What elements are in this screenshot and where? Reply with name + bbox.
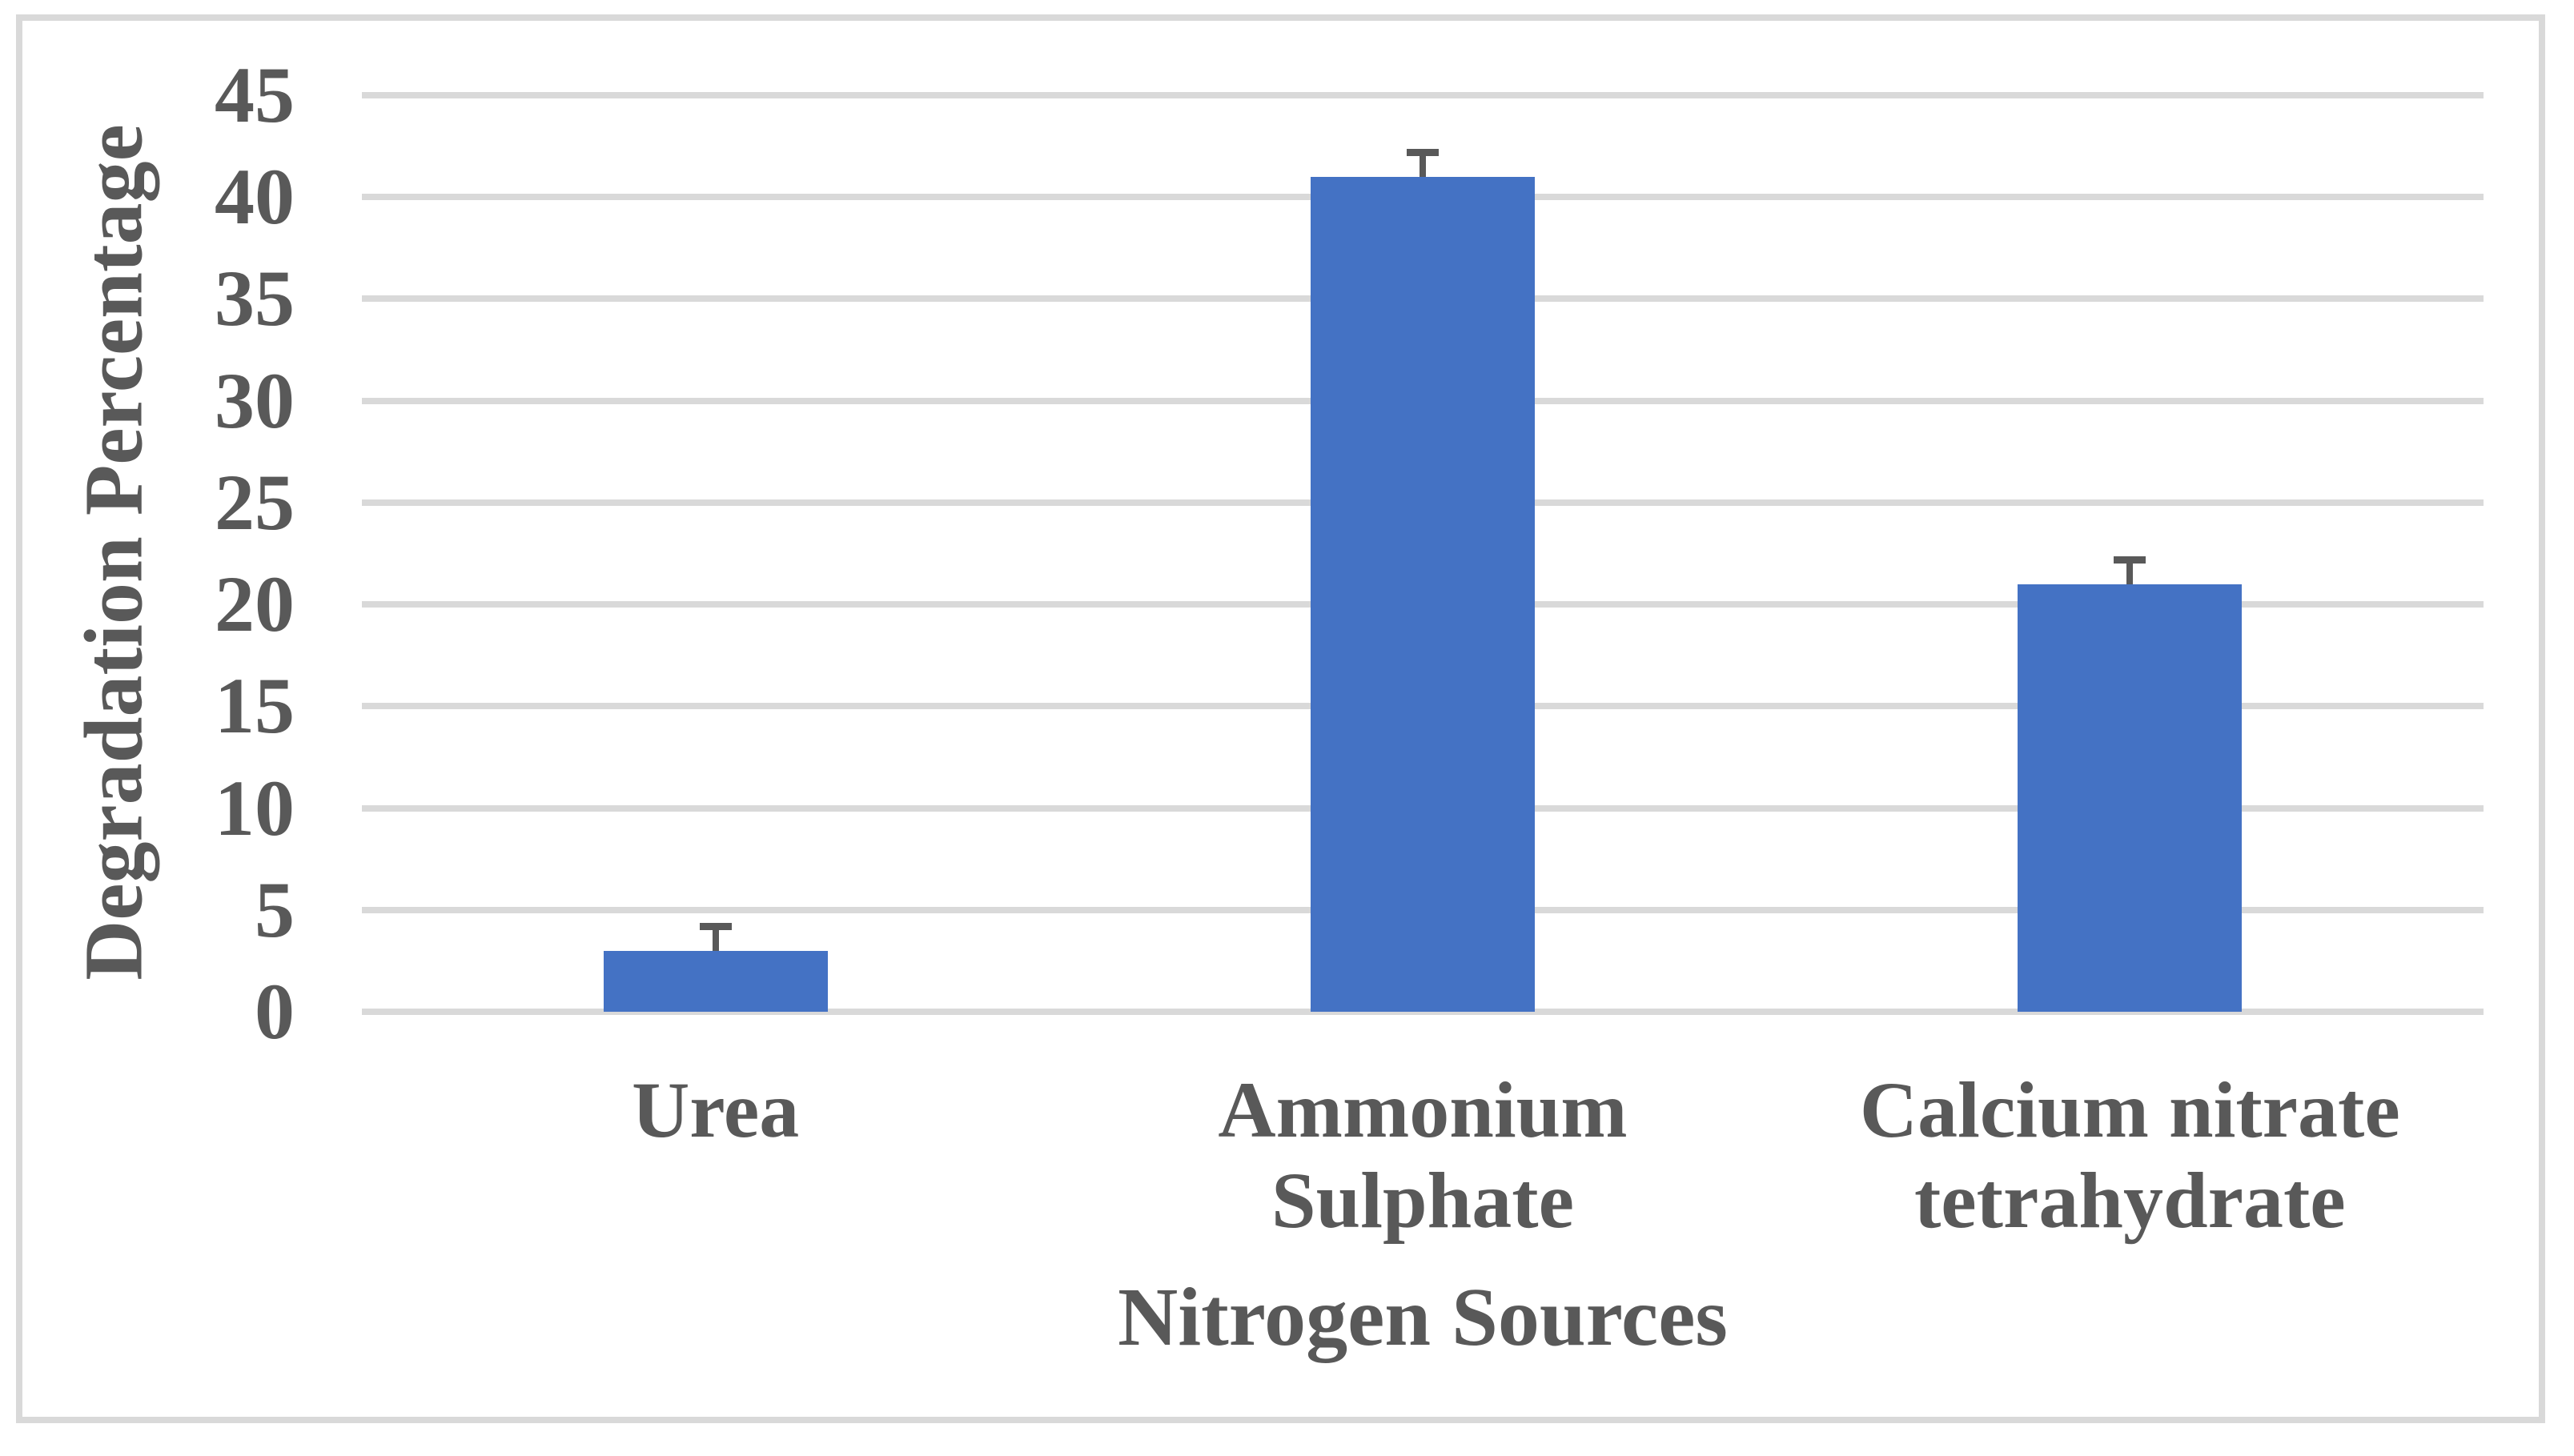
category-label: Calcium nitrate tetrahydrate [1859, 1065, 2400, 1245]
y-tick-label: 40 [215, 152, 295, 242]
y-tick-label: 10 [215, 763, 295, 852]
error-bar-whisker [712, 926, 719, 951]
bar [603, 950, 828, 1012]
x-axis-title: Nitrogen Sources [1118, 1271, 1728, 1363]
y-tick-label: 15 [215, 661, 295, 751]
category-label: Ammonium Sulphate [1218, 1065, 1628, 1245]
error-bar-whisker [2126, 560, 2134, 584]
y-axis-title: Degradation Percentage [67, 124, 160, 981]
gridline [362, 92, 2484, 98]
y-tick-label: 30 [215, 355, 295, 445]
y-tick-label: 20 [215, 560, 295, 649]
y-tick-label: 35 [215, 254, 295, 343]
bar [1311, 176, 1535, 1012]
bar [2018, 584, 2243, 1012]
error-bar-cap [2114, 556, 2146, 564]
category-label: Urea [632, 1065, 800, 1154]
y-tick-label: 5 [255, 864, 295, 954]
error-bar-cap [699, 923, 732, 931]
y-tick-label: 45 [215, 50, 295, 139]
y-tick-label: 0 [255, 967, 295, 1056]
error-bar-whisker [1420, 152, 1426, 177]
error-bar-cap [1407, 149, 1439, 157]
y-tick-label: 25 [215, 457, 295, 547]
gridline [362, 1009, 2484, 1015]
